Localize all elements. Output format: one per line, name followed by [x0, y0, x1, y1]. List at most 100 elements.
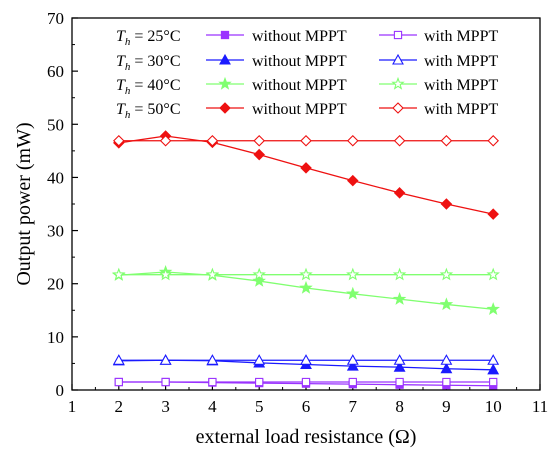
series-4 — [112, 354, 500, 365]
data-point — [440, 198, 453, 210]
x-tick-label: 1 — [68, 397, 77, 416]
legend-marker-with — [392, 102, 404, 114]
legend-label-without: without MPPT — [252, 101, 347, 118]
data-point — [393, 361, 406, 372]
y-tick-label: 10 — [47, 328, 64, 347]
data-point — [346, 354, 359, 365]
data-point — [348, 377, 357, 387]
data-point — [346, 359, 359, 371]
x-tick-label: 8 — [395, 397, 404, 416]
legend-row: Th = 40°C without MPPT with MPPT — [116, 76, 498, 97]
legend-row: Th = 50°C without MPPT with MPPT — [116, 101, 498, 121]
data-point — [300, 354, 312, 365]
legend-marker-without — [218, 76, 232, 90]
data-point — [300, 134, 312, 147]
data-point — [205, 267, 220, 281]
data-point — [346, 267, 360, 281]
data-point — [301, 377, 311, 387]
data-point — [487, 354, 500, 365]
data-point — [112, 354, 125, 365]
data-point — [113, 134, 125, 147]
data-point — [347, 174, 359, 187]
data-point — [299, 267, 313, 281]
data-point — [439, 267, 454, 281]
data-point — [159, 134, 172, 147]
y-tick-label: 50 — [47, 115, 64, 134]
data-point — [299, 280, 313, 294]
series-2 — [114, 377, 498, 387]
legend-label-with: with MPPT — [424, 53, 498, 70]
data-point — [489, 377, 498, 387]
data-point — [392, 267, 407, 281]
legend-marker-without — [219, 102, 231, 114]
series-layer — [112, 130, 500, 390]
data-point — [252, 273, 266, 287]
legend-label-without: without MPPT — [252, 53, 347, 70]
y-tick-label: 70 — [47, 9, 64, 28]
y-tick-label: 20 — [47, 275, 64, 294]
series-8 — [113, 134, 499, 147]
data-point — [346, 286, 360, 300]
y-tick-labels: 0 10 20 30 40 50 60 70 — [47, 9, 64, 400]
x-tick-labels: 1 2 3 4 5 6 7 8 9 10 11 — [68, 397, 548, 416]
data-point — [158, 267, 173, 281]
data-point — [112, 267, 126, 281]
legend-temperature-label: Th = 30°C — [116, 53, 181, 73]
data-point — [114, 377, 123, 387]
data-point — [442, 377, 451, 387]
data-point — [395, 377, 404, 387]
legend-label-with: with MPPT — [424, 77, 498, 94]
x-tick-label: 11 — [532, 397, 548, 416]
y-axis-label: Output power (mW) — [13, 122, 35, 285]
legend-temperature-label: Th = 40°C — [116, 77, 181, 97]
data-point — [347, 134, 359, 147]
legend: Th = 25°C without MPPT with MPPT Th = 30°C w… — [116, 28, 498, 121]
data-point — [393, 134, 406, 147]
data-point — [253, 354, 266, 365]
legend-label-with: with MPPT — [424, 28, 498, 45]
legend-label-with: with MPPT — [424, 101, 498, 118]
data-point — [393, 187, 406, 199]
data-point — [440, 354, 453, 365]
data-point — [486, 302, 500, 315]
x-tick-label: 4 — [208, 397, 217, 416]
y-tick-label: 40 — [47, 168, 64, 187]
legend-label-without: without MPPT — [252, 28, 347, 45]
data-point — [252, 267, 266, 281]
legend-row: Th = 30°C without MPPT with MPPT — [116, 53, 498, 73]
x-tick-label: 2 — [115, 397, 124, 416]
x-tick-label: 9 — [442, 397, 451, 416]
legend-marker-without — [219, 53, 231, 65]
data-point — [439, 297, 454, 311]
x-tick-label: 6 — [302, 397, 311, 416]
legend-marker-with — [392, 53, 404, 65]
data-point — [161, 377, 170, 387]
x-axis-label: external load resistance (Ω) — [196, 426, 417, 448]
data-point — [392, 292, 407, 305]
y-tick-label: 60 — [47, 62, 64, 81]
x-tick-label: 3 — [161, 397, 170, 416]
data-point — [440, 134, 453, 147]
y-tick-label: 0 — [56, 381, 65, 400]
data-point — [206, 134, 219, 147]
legend-marker-with — [393, 30, 403, 40]
x-tick-label: 10 — [485, 397, 502, 416]
data-point — [487, 363, 500, 375]
series-6 — [112, 267, 500, 281]
data-point — [486, 267, 500, 281]
data-point — [487, 208, 499, 220]
legend-marker-with — [391, 76, 405, 90]
data-point — [393, 354, 406, 365]
data-point — [487, 134, 499, 147]
data-point — [440, 362, 453, 374]
legend-row: Th = 25°C without MPPT with MPPT — [116, 28, 498, 48]
legend-marker-without — [220, 30, 230, 40]
x-tick-label: 5 — [255, 397, 264, 416]
data-point — [206, 354, 219, 365]
y-tick-label: 30 — [47, 222, 64, 241]
data-point — [253, 134, 265, 147]
legend-temperature-label: Th = 25°C — [116, 28, 181, 48]
data-point — [255, 377, 264, 387]
